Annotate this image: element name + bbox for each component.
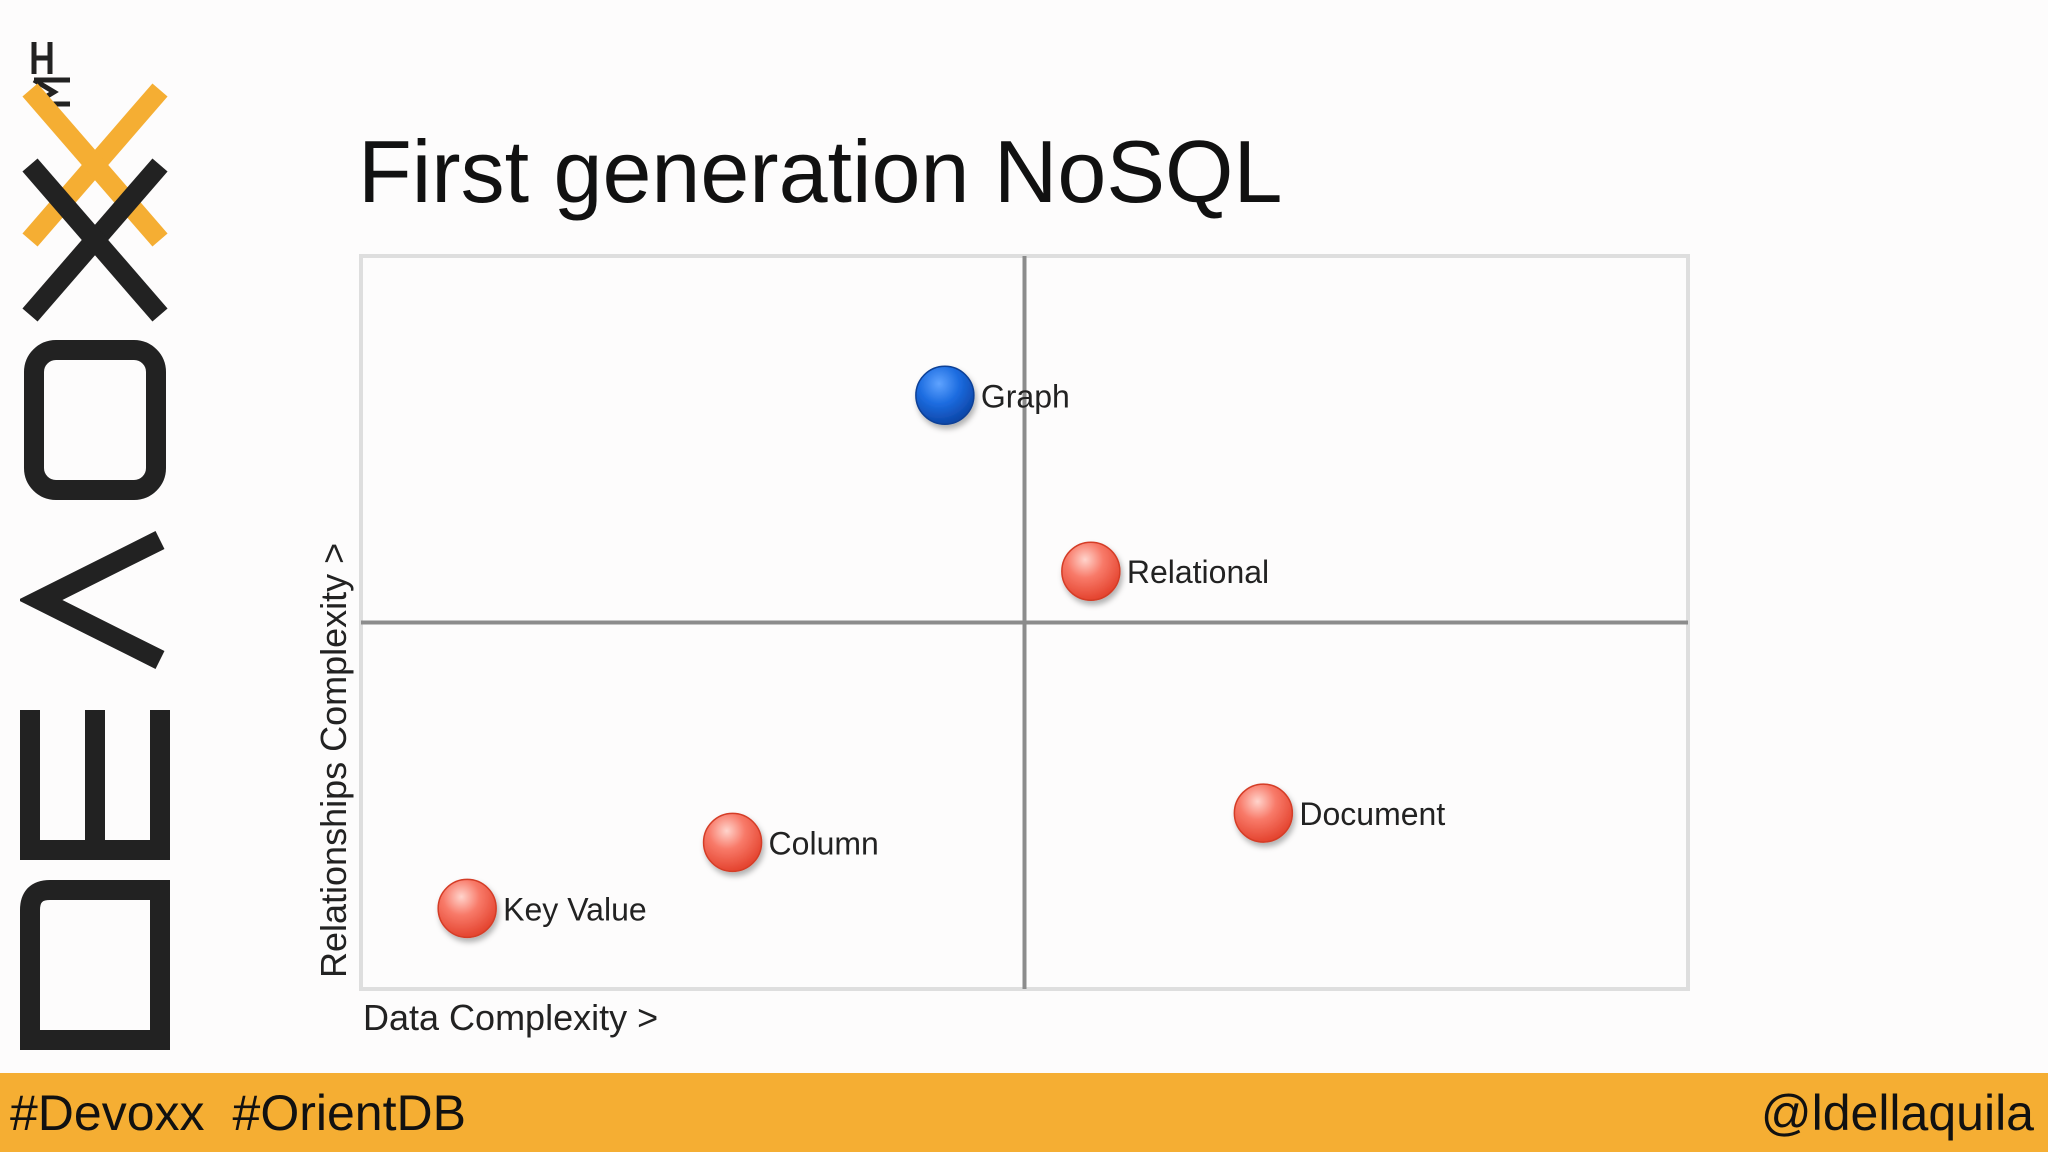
point-label-relational: Relational: [1127, 554, 1269, 590]
logo-letter-e: [20, 710, 170, 860]
point-graph: [915, 365, 975, 426]
slide-title: First generation NoSQL: [358, 122, 1283, 221]
point-label-key-value: Key Value: [503, 891, 647, 927]
logo-letter-v: [20, 531, 165, 669]
point-column: [702, 812, 763, 873]
footer-bar: #Devoxx #OrientDB @ldellaquila: [0, 1073, 2048, 1152]
hashtag-devoxx: #Devoxx: [10, 1085, 205, 1141]
point-label-graph: Graph: [981, 378, 1070, 414]
devoxx-logo: [20, 42, 170, 1050]
x-axis-label: Data Complexity >: [363, 997, 658, 1038]
logo-letter-d: [20, 880, 170, 1050]
hashtag-orientdb: #OrientDB: [232, 1085, 466, 1141]
twitter-handle: @ldellaquila: [1760, 1085, 2034, 1141]
point-document: [1233, 783, 1294, 843]
point-key-value: [437, 878, 497, 939]
data-points: Graph Relational Document Column Key Value: [437, 365, 1445, 939]
logo-letter-o: [24, 340, 166, 500]
point-label-column: Column: [769, 825, 879, 861]
logo-x-marks: [22, 83, 168, 322]
point-label-document: Document: [1299, 796, 1445, 832]
point-relational: [1061, 541, 1121, 601]
y-axis-label: Relationships Complexity >: [313, 543, 354, 978]
hashtags: #Devoxx #OrientDB: [10, 1087, 494, 1140]
